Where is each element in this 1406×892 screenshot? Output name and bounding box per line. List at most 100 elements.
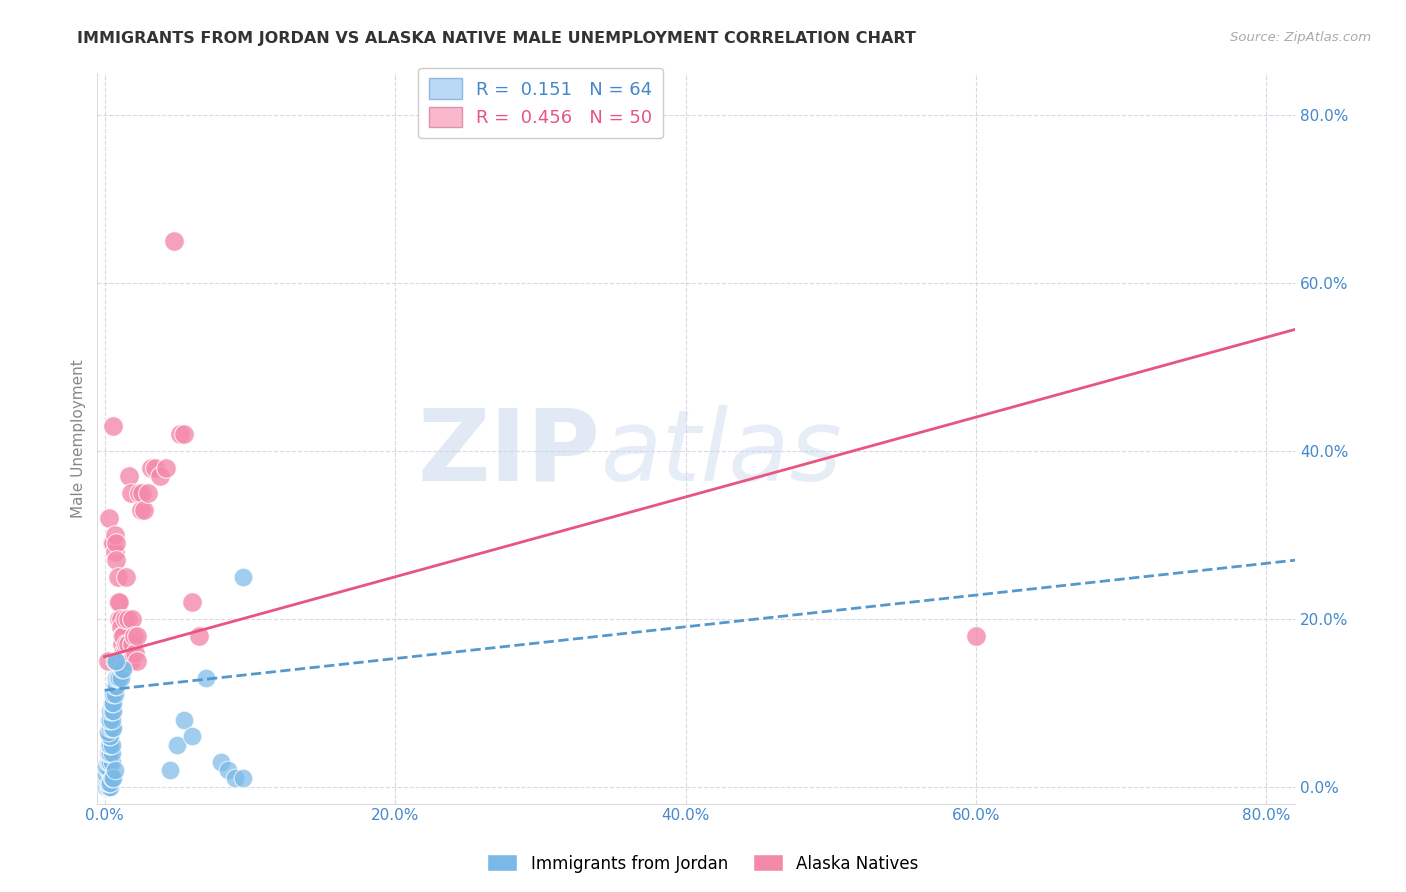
- Point: [169, 427, 191, 442]
- Point: [121, 612, 143, 626]
- Point: [180, 595, 202, 609]
- Point: [145, 460, 167, 475]
- Point: [120, 486, 142, 500]
- Point: [101, 704, 124, 718]
- Point: [94, 772, 117, 786]
- Point: [100, 746, 122, 760]
- Point: [105, 654, 128, 668]
- Point: [104, 654, 127, 668]
- Point: [107, 570, 129, 584]
- Point: [124, 646, 146, 660]
- Point: [209, 755, 232, 769]
- Point: [104, 688, 127, 702]
- Point: [105, 671, 128, 685]
- Point: [114, 646, 136, 660]
- Point: [103, 418, 125, 433]
- Point: [965, 629, 987, 643]
- Point: [98, 511, 121, 525]
- Point: [111, 637, 134, 651]
- Text: IMMIGRANTS FROM JORDAN VS ALASKA NATIVE MALE UNEMPLOYMENT CORRELATION CHART: IMMIGRANTS FROM JORDAN VS ALASKA NATIVE …: [77, 31, 917, 46]
- Point: [112, 662, 135, 676]
- Point: [100, 738, 122, 752]
- Point: [108, 612, 131, 626]
- Point: [232, 772, 254, 786]
- Point: [110, 671, 132, 685]
- Legend: Immigrants from Jordan, Alaska Natives: Immigrants from Jordan, Alaska Natives: [481, 847, 925, 880]
- Point: [96, 772, 118, 786]
- Point: [101, 536, 124, 550]
- Y-axis label: Male Unemployment: Male Unemployment: [72, 359, 86, 517]
- Point: [98, 755, 121, 769]
- Point: [139, 460, 162, 475]
- Point: [104, 545, 127, 559]
- Point: [105, 553, 128, 567]
- Point: [114, 612, 136, 626]
- Text: atlas: atlas: [600, 405, 842, 501]
- Point: [159, 763, 181, 777]
- Point: [100, 713, 122, 727]
- Point: [98, 780, 121, 794]
- Point: [100, 763, 122, 777]
- Point: [98, 738, 121, 752]
- Point: [111, 662, 134, 676]
- Point: [117, 637, 139, 651]
- Point: [100, 780, 122, 794]
- Point: [188, 629, 211, 643]
- Point: [129, 503, 152, 517]
- Point: [217, 763, 239, 777]
- Point: [163, 234, 186, 248]
- Point: [166, 738, 188, 752]
- Point: [96, 746, 118, 760]
- Point: [131, 486, 153, 500]
- Point: [103, 704, 125, 718]
- Point: [110, 620, 132, 634]
- Point: [111, 629, 134, 643]
- Point: [103, 688, 125, 702]
- Point: [105, 679, 128, 693]
- Point: [155, 460, 177, 475]
- Point: [180, 730, 202, 744]
- Point: [96, 780, 118, 794]
- Point: [232, 570, 254, 584]
- Legend: R =  0.151   N = 64, R =  0.456   N = 50: R = 0.151 N = 64, R = 0.456 N = 50: [418, 68, 664, 138]
- Point: [101, 738, 124, 752]
- Point: [98, 775, 121, 789]
- Point: [173, 427, 195, 442]
- Point: [121, 637, 143, 651]
- Point: [101, 746, 124, 760]
- Point: [118, 469, 141, 483]
- Point: [94, 780, 117, 794]
- Point: [101, 696, 124, 710]
- Point: [94, 767, 117, 781]
- Point: [108, 595, 131, 609]
- Point: [96, 654, 118, 668]
- Point: [98, 713, 121, 727]
- Point: [101, 713, 124, 727]
- Point: [104, 528, 127, 542]
- Point: [98, 772, 121, 786]
- Point: [96, 775, 118, 789]
- Point: [103, 696, 125, 710]
- Point: [98, 763, 121, 777]
- Point: [105, 536, 128, 550]
- Point: [173, 713, 195, 727]
- Point: [117, 612, 139, 626]
- Point: [122, 629, 145, 643]
- Point: [100, 775, 122, 789]
- Point: [104, 763, 127, 777]
- Point: [96, 755, 118, 769]
- Point: [118, 654, 141, 668]
- Text: Source: ZipAtlas.com: Source: ZipAtlas.com: [1230, 31, 1371, 45]
- Point: [103, 536, 125, 550]
- Text: ZIP: ZIP: [418, 405, 600, 501]
- Point: [94, 759, 117, 773]
- Point: [100, 755, 122, 769]
- Point: [103, 721, 125, 735]
- Point: [100, 721, 122, 735]
- Point: [195, 671, 218, 685]
- Point: [112, 629, 135, 643]
- Point: [136, 486, 159, 500]
- Point: [125, 629, 148, 643]
- Point: [103, 772, 125, 786]
- Point: [149, 469, 172, 483]
